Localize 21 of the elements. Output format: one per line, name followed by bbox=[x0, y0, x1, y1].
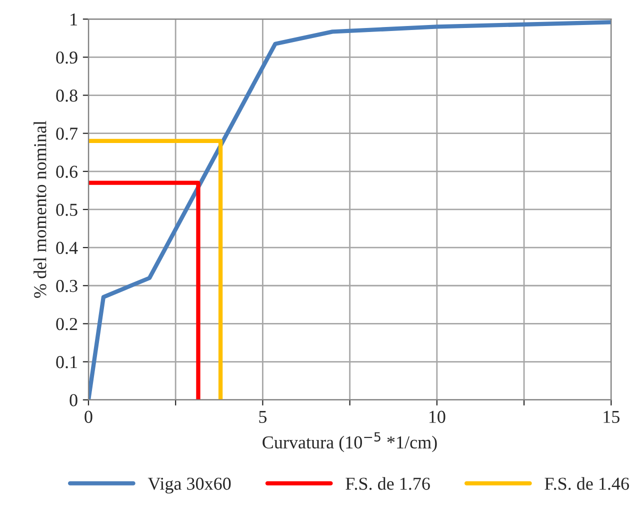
y-tick-label: 1 bbox=[70, 13, 77, 26]
x-tick-label: 15 bbox=[604, 410, 620, 423]
y-axis-title: % del momento nominal bbox=[34, 120, 46, 298]
x-tick-label: 5 bbox=[259, 410, 267, 423]
x-tick-label: 0 bbox=[84, 410, 92, 423]
legend-label: Viga 30x60 bbox=[148, 478, 231, 494]
y-tick-label: 0.2 bbox=[56, 318, 78, 330]
y-tick-label: 0.6 bbox=[56, 166, 78, 178]
y-tick-label: 0.4 bbox=[56, 242, 78, 254]
y-tick-label: 0.7 bbox=[56, 128, 78, 140]
line-series bbox=[88, 20, 612, 400]
legend-label: F.S. de 1.76 bbox=[346, 477, 430, 490]
y-tick-label: 0.3 bbox=[56, 280, 78, 292]
y-tick-label: 0 bbox=[70, 394, 78, 406]
y-tick-label: 0.9 bbox=[56, 51, 78, 64]
legend-label: F.S. de 1.46 bbox=[544, 477, 630, 490]
y-tick-label: 0.5 bbox=[56, 204, 78, 216]
x-tick-label: 10 bbox=[429, 410, 446, 423]
y-tick-label: 0.1 bbox=[56, 356, 77, 368]
y-tick-label: 0.8 bbox=[56, 90, 78, 102]
x-axis-title: Curvatura (10$^{−5}$ *1/cm) bbox=[262, 432, 437, 452]
